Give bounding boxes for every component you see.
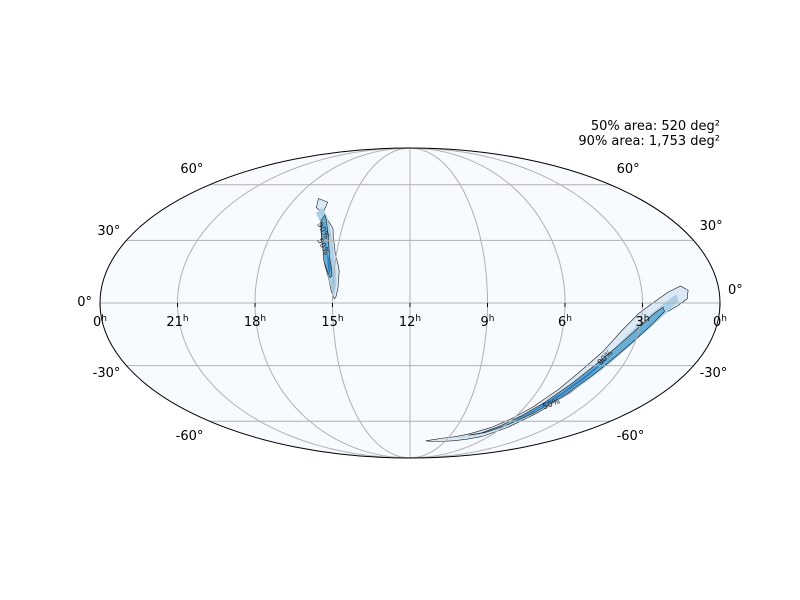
ra-tick-label: 9h bbox=[481, 314, 495, 330]
dec-tick-label-left: -30° bbox=[93, 366, 121, 381]
ra-tick-label: 21h bbox=[166, 314, 188, 330]
dec-tick-label-left: -60° bbox=[176, 429, 204, 444]
ra-tick-label: 6h bbox=[558, 314, 572, 330]
area-90-text: 90% area: 1,753 deg² bbox=[578, 134, 720, 149]
dec-tick-label-right: 0° bbox=[728, 283, 743, 298]
north-lobe-peak bbox=[326, 252, 331, 274]
ra-tick-label: 0h bbox=[713, 314, 727, 330]
area-summary: 50% area: 520 deg² 90% area: 1,753 deg² bbox=[578, 119, 720, 149]
dec-tick-label-right: 30° bbox=[700, 219, 723, 234]
ra-tick-label: 18h bbox=[244, 314, 266, 330]
dec-tick-label-right: 60° bbox=[617, 162, 640, 177]
ra-tick-label: 15h bbox=[321, 314, 343, 330]
south-arc-outer-contour bbox=[425, 285, 689, 442]
ra-tick-label: 0h bbox=[93, 314, 107, 330]
ra-tick-label: 3h bbox=[636, 314, 650, 330]
dec-tick-label-right: -60° bbox=[617, 429, 645, 444]
area-50-text: 50% area: 520 deg² bbox=[590, 119, 720, 134]
south-arc-50-contour bbox=[468, 306, 665, 436]
dec-tick-label-right: -30° bbox=[700, 366, 728, 381]
dec-tick-label-left: 60° bbox=[180, 162, 203, 177]
dec-tick-label-left: 30° bbox=[97, 224, 120, 239]
ra-tick-label: 12h bbox=[399, 314, 421, 330]
dec-tick-label-left: 0° bbox=[77, 295, 92, 310]
